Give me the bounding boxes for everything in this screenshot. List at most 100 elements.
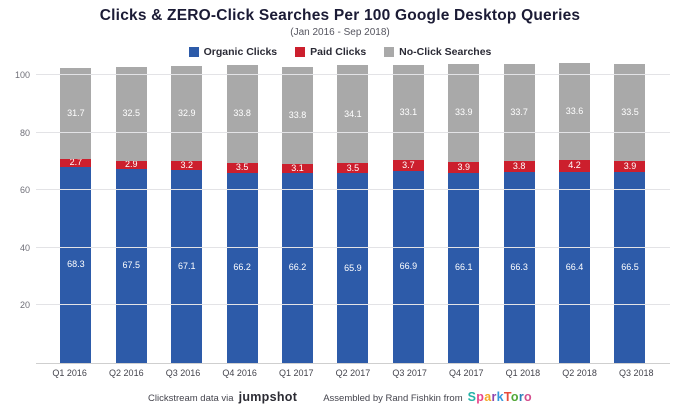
gridline-80: [36, 131, 670, 133]
segment-organic-clicks: 66.1: [448, 172, 480, 363]
y-tick-label: 100: [14, 70, 30, 81]
segment-value-label: 32.9: [177, 108, 196, 118]
segment-paid-clicks: 3.7: [392, 159, 424, 171]
segment-paid-clicks: 2.9: [115, 160, 147, 169]
gridline-20: [36, 304, 670, 306]
segment-organic-clicks: 67.1: [171, 170, 203, 363]
plot-area: 68.3 2.7 31.7 67.5 2.9 32.5 67.1 3.2 32.9 66.2 3.5…: [36, 62, 670, 364]
segment-paid-clicks: 2.7: [60, 157, 92, 168]
y-tick-label: 80: [19, 127, 30, 138]
x-tick-label: Q4 2016: [222, 368, 257, 378]
segment-value-label: 66.9: [399, 261, 418, 272]
legend-label: Paid Clicks: [310, 46, 367, 58]
segment-organic-clicks: 66.4: [559, 172, 591, 363]
segment-value-label: 66.2: [288, 262, 307, 273]
chart-title: Clicks & ZERO-Click Searches Per 100 Goo…: [99, 7, 581, 24]
footer-credit: Assembled by Rand Fishkin from SparkToro: [323, 390, 532, 404]
sparktoro-letter: p: [476, 390, 485, 404]
segment-value-label: 66.2: [233, 262, 251, 273]
sparktoro-logo: SparkToro: [468, 390, 532, 404]
segment-no-click-searches: 33.8: [282, 66, 314, 164]
chart-subtitle: (Jan 2016 - Sep 2018): [290, 27, 390, 38]
segment-organic-clicks: 67.5: [115, 168, 147, 363]
legend-item-2: No-Click Searches: [384, 46, 491, 58]
segment-value-label: 33.6: [565, 106, 584, 117]
bar-q4-2016: 66.2 3.5 33.8: [226, 65, 258, 363]
bar-q2-2016: 67.5 2.9 32.5: [115, 67, 147, 363]
segment-value-label: 2.7: [69, 157, 83, 168]
bar-q3-2018: 66.5 3.9 33.5: [614, 64, 646, 363]
segment-paid-clicks: 3.1: [282, 163, 314, 173]
segment-value-label: 33.7: [510, 107, 528, 118]
legend-label: No-Click Searches: [399, 46, 492, 58]
x-tick-label: Q2 2018: [562, 368, 597, 378]
segment-value-label: 33.9: [454, 107, 473, 118]
segment-no-click-searches: 33.5: [614, 64, 646, 161]
y-tick-label: 40: [19, 242, 30, 253]
y-axis: 20 40 60 80 100: [8, 62, 34, 364]
sparktoro-letter: r: [518, 390, 525, 404]
segment-no-click-searches: 33.1: [392, 64, 424, 160]
segment-value-label: 3.8: [512, 161, 526, 172]
x-tick-label: Q2 2016: [109, 368, 144, 378]
x-tick-label: Q3 2016: [165, 368, 201, 378]
segment-value-label: 3.7: [402, 159, 415, 170]
segment-paid-clicks: 3.9: [614, 160, 646, 172]
segment-value-label: 3.9: [457, 161, 470, 172]
segment-no-click-searches: 33.7: [503, 64, 535, 162]
segment-no-click-searches: 32.5: [115, 67, 147, 161]
segment-organic-clicks: 68.3: [60, 166, 92, 363]
sparktoro-letter: k: [496, 390, 504, 404]
sparktoro-letter: a: [484, 390, 492, 404]
segment-value-label: 66.5: [621, 261, 639, 272]
legend-swatch: [295, 47, 306, 57]
chart-area: 20 40 60 80 100 68.3 2.7 31.7 67.5 2.9 32.5 67.1 3.…: [8, 62, 672, 384]
x-tick-label: Q1 2016: [52, 368, 87, 378]
segment-value-label: 68.3: [67, 259, 85, 270]
gridline-100: [36, 74, 670, 76]
segment-value-label: 33.8: [233, 108, 251, 119]
legend-swatch: [188, 47, 199, 57]
chart-footer: Clickstream data via jumpshot Assembled …: [0, 390, 680, 404]
segment-no-click-searches: 32.9: [171, 66, 203, 161]
segment-value-label: 67.5: [122, 260, 141, 271]
segment-value-label: 32.5: [122, 108, 141, 119]
segment-no-click-searches: 31.7: [60, 67, 92, 159]
segment-value-label: 33.1: [399, 106, 418, 117]
segment-paid-clicks: 3.9: [448, 161, 480, 173]
segment-value-label: 33.5: [621, 106, 639, 117]
bars-container: 68.3 2.7 31.7 67.5 2.9 32.5 67.1 3.2 32.9 66.2 3.5…: [36, 62, 670, 363]
segment-value-label: 3.5: [346, 162, 360, 173]
segment-value-label: 3.2: [180, 159, 193, 170]
segment-value-label: 4.2: [568, 160, 581, 171]
x-tick-label: Q3 2017: [392, 368, 427, 378]
segment-paid-clicks: 3.2: [171, 159, 203, 171]
bar-q2-2018: 66.4 4.2 33.6: [559, 63, 591, 363]
footer-source: Clickstream data via jumpshot: [148, 390, 297, 404]
sparktoro-letter: o: [524, 390, 532, 404]
legend-swatch: [384, 47, 395, 57]
segment-organic-clicks: 66.2: [282, 172, 314, 363]
segment-no-click-searches: 33.6: [559, 63, 591, 160]
x-tick-label: Q3 2018: [618, 368, 654, 378]
footer-source-text: Clickstream data via: [148, 393, 234, 404]
segment-value-label: 67.1: [177, 261, 196, 271]
segment-value-label: 34.1: [344, 108, 362, 119]
segment-value-label: 66.4: [565, 262, 584, 273]
sparktoro-letter: T: [503, 390, 511, 404]
gridline-60: [36, 189, 670, 191]
sparktoro-letter: r: [491, 390, 497, 404]
x-tick-label: Q1 2017: [279, 368, 314, 378]
bar-q2-2017: 65.9 3.5 34.1: [337, 65, 369, 363]
sparktoro-letter: o: [510, 390, 519, 404]
segment-paid-clicks: 3.5: [337, 162, 369, 174]
segment-paid-clicks: 3.5: [226, 162, 258, 173]
x-tick-label: Q1 2018: [505, 368, 541, 378]
jumpshot-logo: jumpshot: [238, 390, 298, 404]
bar-q4-2017: 66.1 3.9 33.9: [448, 64, 480, 363]
bar-q3-2016: 67.1 3.2 32.9: [171, 66, 203, 363]
bar-q1-2016: 68.3 2.7 31.7: [60, 67, 92, 363]
legend-item-0: Organic Clicks: [188, 46, 277, 58]
segment-organic-clicks: 66.3: [503, 172, 535, 363]
